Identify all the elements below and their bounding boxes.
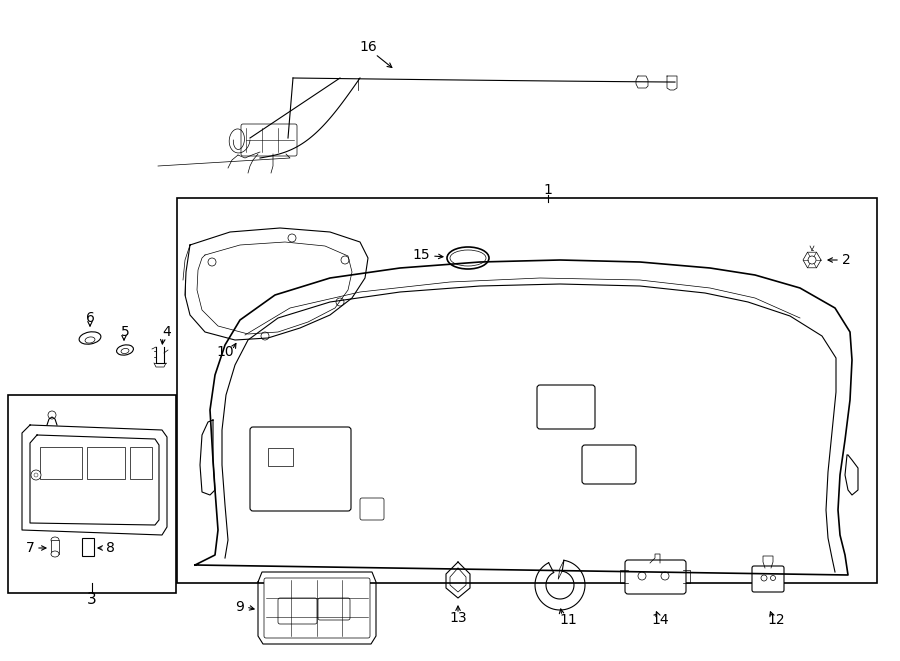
Ellipse shape — [51, 537, 59, 543]
FancyBboxPatch shape — [625, 560, 686, 594]
Circle shape — [661, 572, 669, 580]
Circle shape — [336, 298, 344, 306]
Text: 8: 8 — [106, 541, 115, 555]
Bar — [87, 447, 125, 479]
Ellipse shape — [51, 551, 59, 557]
Text: 11: 11 — [559, 613, 577, 627]
Ellipse shape — [450, 250, 486, 266]
Bar — [8, 395, 176, 593]
Circle shape — [288, 234, 296, 242]
Ellipse shape — [121, 348, 129, 354]
Bar — [40, 447, 82, 479]
Text: 2: 2 — [842, 253, 850, 267]
Circle shape — [638, 572, 646, 580]
Circle shape — [341, 256, 349, 264]
Text: 13: 13 — [449, 611, 467, 625]
Circle shape — [770, 576, 776, 580]
Circle shape — [761, 575, 767, 581]
Text: 16: 16 — [359, 40, 377, 54]
Bar — [177, 198, 877, 583]
FancyBboxPatch shape — [752, 566, 784, 592]
Circle shape — [31, 470, 41, 480]
Circle shape — [48, 411, 56, 419]
Text: 3: 3 — [87, 592, 97, 607]
FancyBboxPatch shape — [582, 445, 636, 484]
Text: 15: 15 — [412, 248, 430, 262]
FancyBboxPatch shape — [264, 578, 370, 638]
FancyBboxPatch shape — [278, 598, 317, 624]
FancyBboxPatch shape — [241, 124, 297, 156]
Bar — [268, 448, 293, 466]
FancyBboxPatch shape — [318, 598, 350, 620]
Circle shape — [808, 256, 816, 264]
Text: 4: 4 — [162, 325, 171, 339]
Text: 14: 14 — [652, 613, 669, 627]
Text: 12: 12 — [767, 613, 785, 627]
Ellipse shape — [117, 345, 133, 355]
Bar — [51, 540, 59, 554]
Text: 9: 9 — [235, 600, 244, 614]
Circle shape — [208, 258, 216, 266]
Circle shape — [34, 473, 38, 477]
Text: 5: 5 — [121, 325, 130, 339]
FancyBboxPatch shape — [360, 498, 384, 520]
Circle shape — [261, 332, 269, 340]
Text: 6: 6 — [86, 311, 94, 325]
Ellipse shape — [79, 332, 101, 344]
Text: 10: 10 — [216, 345, 234, 359]
Ellipse shape — [85, 337, 95, 343]
Text: 1: 1 — [544, 183, 553, 197]
Bar — [130, 447, 152, 479]
FancyBboxPatch shape — [537, 385, 595, 429]
Text: 7: 7 — [26, 541, 35, 555]
Bar — [82, 538, 94, 556]
FancyBboxPatch shape — [250, 427, 351, 511]
Ellipse shape — [447, 247, 489, 269]
